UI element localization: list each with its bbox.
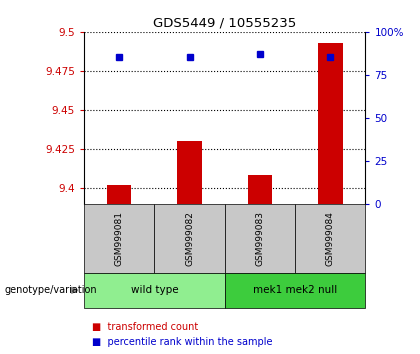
Bar <box>107 185 131 204</box>
Text: mek1 mek2 null: mek1 mek2 null <box>253 285 337 295</box>
Text: ■  percentile rank within the sample: ■ percentile rank within the sample <box>92 337 273 347</box>
Bar <box>318 43 343 204</box>
Bar <box>177 141 202 204</box>
Text: ■  transformed count: ■ transformed count <box>92 322 199 332</box>
Text: GSM999083: GSM999083 <box>255 211 264 266</box>
Text: GSM999084: GSM999084 <box>326 211 335 266</box>
Text: GSM999082: GSM999082 <box>185 211 194 266</box>
Text: wild type: wild type <box>131 285 178 295</box>
Bar <box>247 176 272 204</box>
Title: GDS5449 / 10555235: GDS5449 / 10555235 <box>153 16 297 29</box>
Text: genotype/variation: genotype/variation <box>4 285 97 295</box>
Text: GSM999081: GSM999081 <box>115 211 123 266</box>
